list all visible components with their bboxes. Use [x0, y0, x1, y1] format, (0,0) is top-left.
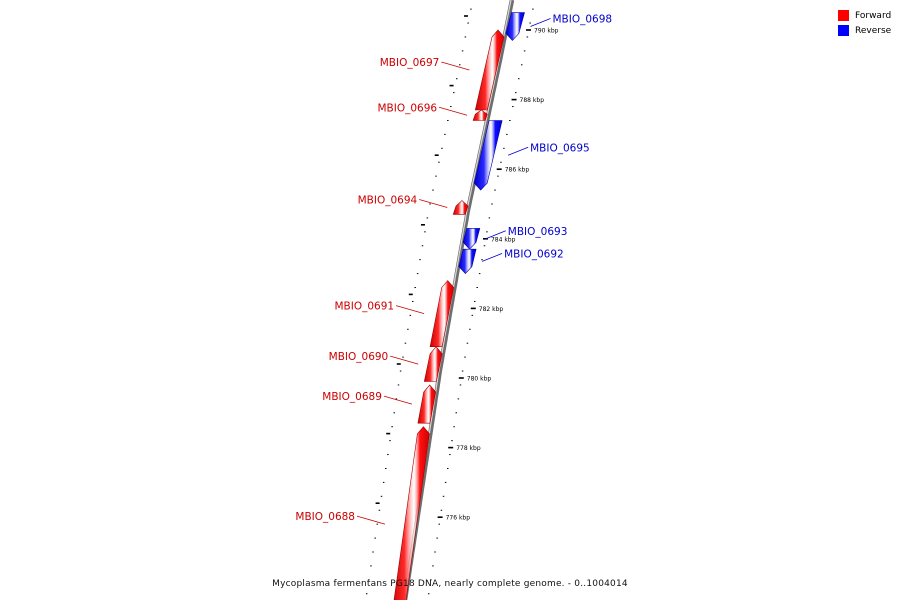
- gene-label[interactable]: MBIO_0693: [508, 226, 568, 238]
- legend-label-reverse: Reverse: [855, 25, 892, 36]
- gene-mbio-0692[interactable]: [458, 248, 477, 275]
- gene-label[interactable]: MBIO_0688: [295, 511, 355, 523]
- forward-swatch: [838, 10, 849, 21]
- tick-label: 784 kbp: [491, 236, 516, 243]
- tick-label: 778 kbp: [456, 445, 481, 452]
- gene-mbio-0691[interactable]: [429, 280, 455, 348]
- gene-label[interactable]: MBIO_0696: [377, 102, 437, 114]
- genome-backbone: [402, 0, 515, 600]
- reverse-swatch: [838, 25, 849, 36]
- legend: Forward Reverse: [838, 8, 891, 38]
- gene-mbio-0690[interactable]: [423, 346, 443, 382]
- gene-label[interactable]: MBIO_0694: [358, 194, 418, 206]
- gene-leader-line: [419, 199, 448, 208]
- gene-label[interactable]: MBIO_0695: [530, 142, 590, 154]
- gene-label[interactable]: MBIO_0691: [334, 301, 394, 313]
- gene-leader-line: [438, 106, 468, 116]
- tick-label: 786 kbp: [505, 167, 530, 174]
- gene-mbio-0697[interactable]: [474, 29, 505, 111]
- tick-label: 780 kbp: [467, 376, 492, 383]
- gene-leader-line: [481, 253, 503, 262]
- tick-label: 788 kbp: [520, 97, 545, 104]
- gene-leader-line: [390, 355, 419, 365]
- legend-item-forward: Forward: [838, 8, 891, 23]
- gene-label[interactable]: MBIO_0689: [322, 391, 382, 403]
- legend-label-forward: Forward: [855, 10, 892, 21]
- gene-mbio-0698[interactable]: [505, 12, 525, 41]
- legend-item-reverse: Reverse: [838, 23, 891, 38]
- gene-leader-line: [441, 61, 470, 71]
- gene-mbio-0693[interactable]: [462, 228, 481, 250]
- gene-mbio-0694[interactable]: [452, 200, 469, 215]
- gene-leader-line: [485, 230, 506, 240]
- gene-mbio-0689[interactable]: [417, 384, 437, 424]
- tick-label: 776 kbp: [446, 515, 471, 522]
- gene-leader-line: [530, 18, 551, 27]
- gene-label[interactable]: MBIO_0690: [329, 351, 389, 363]
- gene-leader-line: [356, 515, 386, 525]
- gene-leader-line: [383, 395, 413, 405]
- gene-leader-line: [395, 305, 425, 315]
- gene-mbio-0696[interactable]: [472, 109, 488, 121]
- gene-label[interactable]: MBIO_0698: [552, 14, 612, 26]
- gene-mbio-0688[interactable]: [391, 426, 430, 600]
- tick-label: 782 kbp: [479, 306, 504, 313]
- gene-label[interactable]: MBIO_0692: [504, 248, 564, 260]
- genome-caption: Mycoplasma fermentans PG18 DNA, nearly c…: [272, 579, 628, 589]
- gene-mbio-0695[interactable]: [473, 120, 503, 191]
- gene-leader-line: [507, 146, 529, 156]
- tick-label: 790 kbp: [534, 28, 559, 35]
- gene-label[interactable]: MBIO_0697: [380, 57, 440, 69]
